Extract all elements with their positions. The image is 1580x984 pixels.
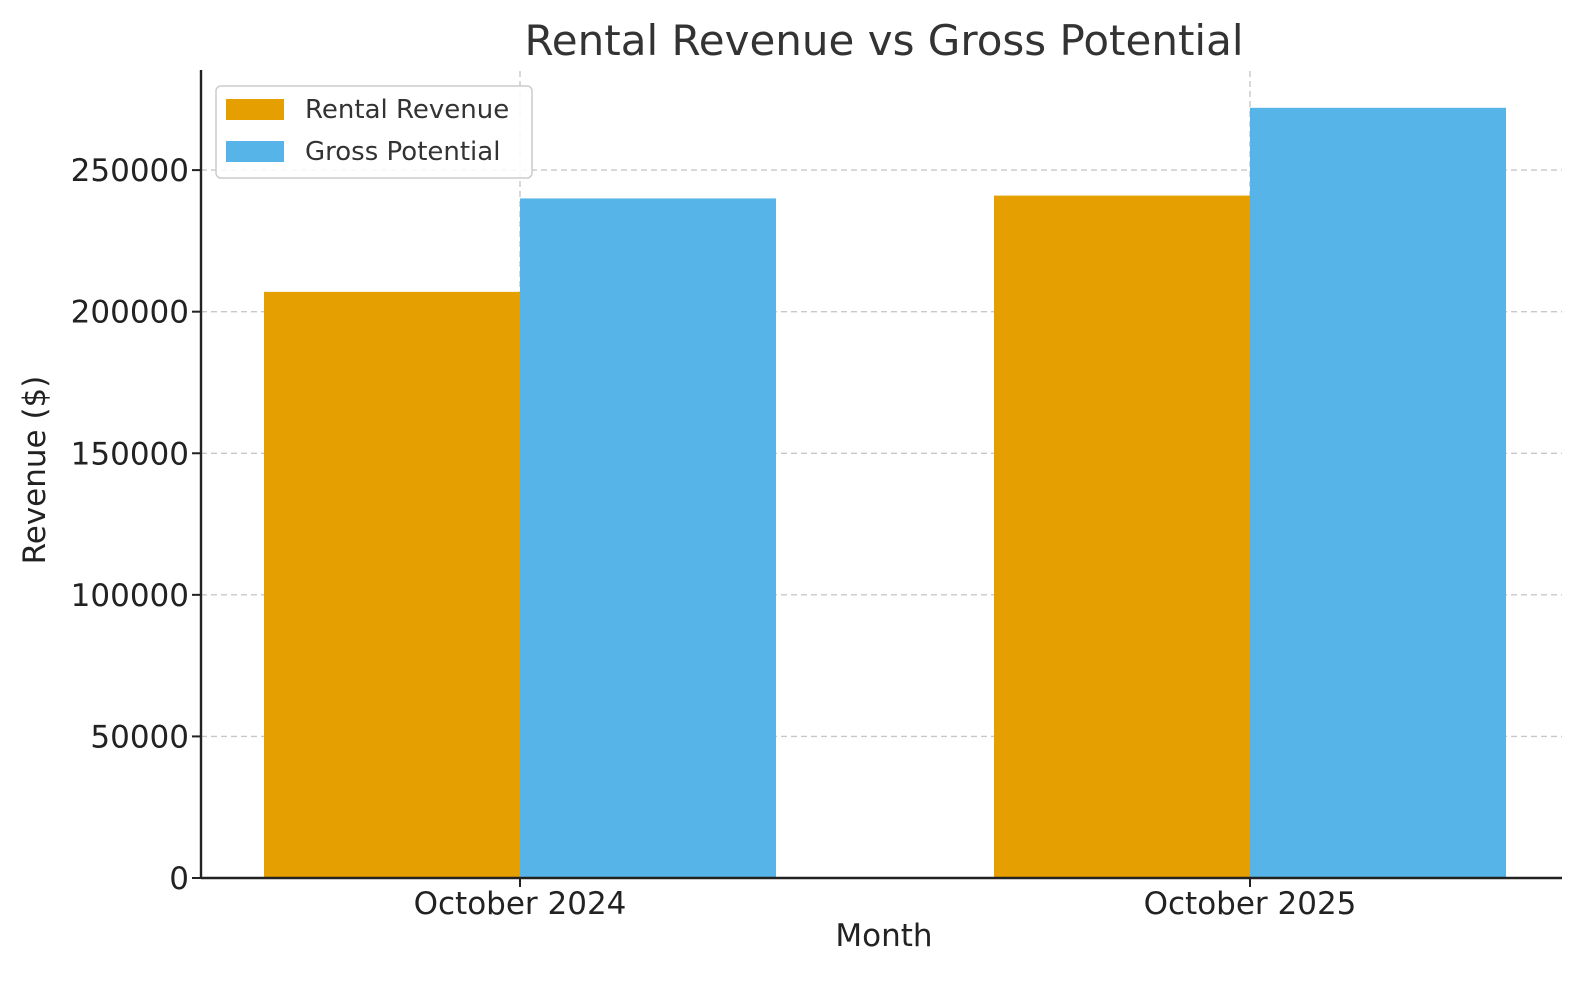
legend-swatch <box>226 141 284 162</box>
legend-label: Gross Potential <box>305 137 500 167</box>
legend-label: Rental Revenue <box>305 95 509 125</box>
legend-swatch <box>226 99 284 120</box>
y-axis-label: Revenue ($) <box>17 376 53 565</box>
chart-legend: Rental Revenue Gross Potential <box>215 85 533 179</box>
chart-title: Rental Revenue vs Gross Potential <box>524 16 1243 65</box>
legend-frame <box>215 85 533 179</box>
y-tick-label: 50000 <box>90 719 189 755</box>
y-tick-label: 200000 <box>71 295 189 331</box>
bar-gross-potential <box>1250 107 1506 878</box>
ticks-layer: 0 50000 100000 150000 200000 250000 October 20… <box>71 153 1357 922</box>
bar-gross-potential <box>520 198 776 879</box>
y-tick-label: 150000 <box>71 436 189 472</box>
bar-rental-revenue <box>994 195 1250 878</box>
x-tick-label: October 2025 <box>1144 886 1357 922</box>
x-axis-label: Month <box>835 918 932 954</box>
legend-items: Rental Revenue Gross Potential <box>226 95 509 167</box>
y-tick-label: 100000 <box>71 578 189 614</box>
bar-rental-revenue <box>264 291 520 878</box>
y-tick-label: 0 <box>169 861 189 897</box>
axes-layer <box>199 70 1562 880</box>
x-tick-label: October 2024 <box>414 886 627 922</box>
bars-layer <box>264 107 1506 879</box>
y-tick-label: 250000 <box>71 153 189 189</box>
